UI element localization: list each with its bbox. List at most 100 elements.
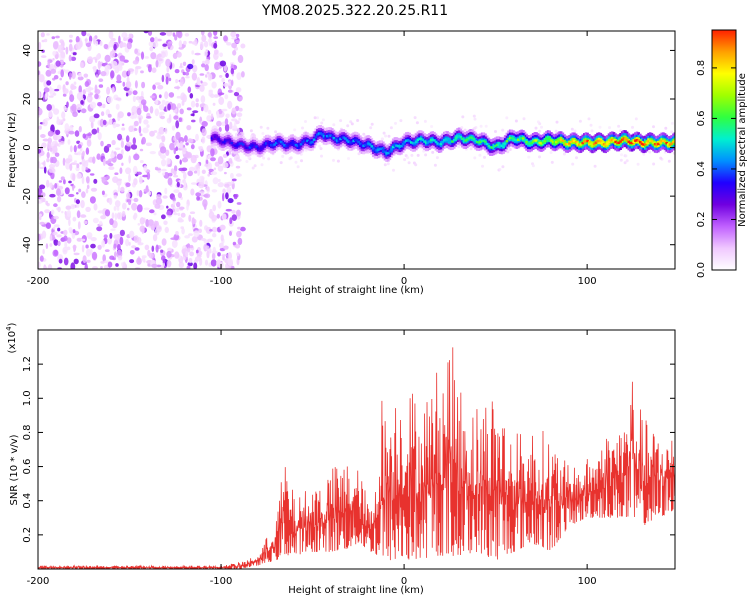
noise-cell <box>134 48 139 55</box>
spectral-cell <box>403 158 407 162</box>
noise-cell <box>221 108 228 112</box>
noise-cell <box>113 194 118 199</box>
ridge-cell <box>456 135 459 138</box>
ridge-cell <box>579 143 583 146</box>
spectral-cell <box>505 116 509 120</box>
noise-cell <box>80 214 87 218</box>
noise-cell <box>62 93 67 97</box>
noise-cell <box>178 40 183 48</box>
noise-cell <box>52 41 59 50</box>
ridge-cell <box>583 140 586 143</box>
ridge-cell <box>672 140 675 144</box>
noise-cell <box>52 92 57 96</box>
ridge-cell <box>510 136 514 140</box>
noise-cell <box>94 58 98 63</box>
ridge-cell <box>540 142 543 145</box>
spectral-cell <box>346 124 350 128</box>
noise-cell <box>191 182 197 185</box>
noise-cell <box>212 102 216 106</box>
noise-cell <box>143 106 149 113</box>
ridge-cell <box>359 142 362 146</box>
noise-cell <box>203 40 209 48</box>
noise-cell <box>181 157 189 163</box>
noise-cell <box>231 42 238 49</box>
ridge-cell <box>515 139 519 142</box>
noise-cell <box>120 186 125 193</box>
ridge-cell <box>517 138 520 141</box>
ridge-cell <box>545 138 548 141</box>
noise-cell <box>125 167 132 175</box>
ridge-cell <box>508 136 512 140</box>
noise-cell <box>86 232 93 239</box>
noise-cell <box>189 211 196 214</box>
noise-cell <box>119 236 124 246</box>
ridge-cell <box>550 139 553 142</box>
noise-cell <box>216 213 220 219</box>
noise-cell <box>42 118 48 127</box>
noise-cell <box>38 61 42 67</box>
noise-cell <box>96 127 100 134</box>
noise-cell <box>73 81 77 85</box>
noise-cell <box>52 226 56 230</box>
ridge-cell <box>337 139 341 142</box>
noise-cell <box>227 100 233 109</box>
noise-cell <box>230 160 233 164</box>
noise-cell <box>86 133 93 137</box>
noise-cell <box>121 127 126 131</box>
noise-cell <box>103 43 109 50</box>
spectral-cell <box>383 163 387 167</box>
ridge-cell <box>553 141 556 144</box>
spectral-cell <box>590 129 594 133</box>
ridge-cell <box>246 147 250 150</box>
noise-cell <box>191 72 198 81</box>
noise-cell <box>126 41 132 50</box>
noise-cell <box>166 31 173 37</box>
spectral-cell <box>620 153 623 157</box>
noise-cell <box>72 216 77 222</box>
noise-cell <box>195 192 202 197</box>
noise-cell <box>166 66 170 73</box>
ridge-cell <box>214 135 217 138</box>
noise-cell <box>95 54 100 61</box>
noise-cell <box>106 143 112 148</box>
ridge-cell <box>606 142 609 145</box>
spectral-cell <box>472 114 476 118</box>
noise-cell <box>77 76 84 81</box>
noise-cell <box>68 39 73 43</box>
noise-cell <box>198 79 201 86</box>
spectral-cell <box>369 126 373 130</box>
ridge-cell <box>475 140 479 144</box>
ridge-cell <box>464 139 467 142</box>
noise-cell <box>213 42 218 49</box>
ridge-cell <box>278 140 281 143</box>
ridge-cell <box>210 137 214 140</box>
noise-cell <box>165 76 169 85</box>
ridge-cell <box>482 139 486 143</box>
ridge-cell <box>385 152 388 155</box>
noise-cell <box>192 110 199 114</box>
noise-cell <box>240 226 246 232</box>
noise-cell <box>232 50 237 56</box>
colorbar: 0.0 0.2 0.4 0.6 0.8 Normalized spectral ampl… <box>696 29 748 278</box>
ridge-cell <box>266 142 270 145</box>
noise-cell <box>110 70 115 79</box>
ridge-cell <box>258 147 262 151</box>
noise-cell <box>133 120 139 127</box>
noise-cell <box>207 73 213 81</box>
noise-cell <box>138 125 142 134</box>
noise-cell <box>234 244 241 249</box>
ridge-cell <box>307 140 311 144</box>
noise-cell <box>212 177 219 185</box>
spectral-cell <box>253 134 256 138</box>
spectral-cell <box>483 155 486 159</box>
noise-cell <box>89 249 93 255</box>
noise-cell <box>112 121 117 129</box>
ridge-cell <box>648 139 652 142</box>
ridge-cell <box>349 141 352 144</box>
noise-cell <box>218 127 222 132</box>
noise-cell <box>154 108 159 117</box>
spectral-cell <box>281 154 285 158</box>
noise-cell <box>143 165 148 172</box>
noise-cell <box>46 179 50 188</box>
